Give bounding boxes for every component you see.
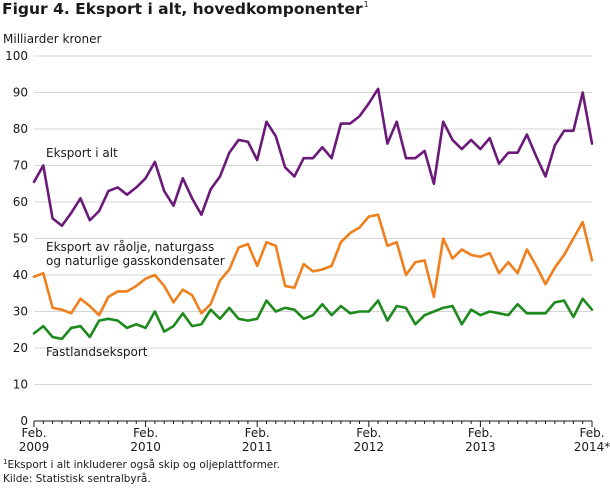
x-tick-label-0: Feb. 2009 <box>19 426 50 454</box>
footnote-text: Eksport i alt inkluderer også skip og ol… <box>7 459 280 471</box>
chart-title: Figur 4. Eksport i alt, hovedkomponenter… <box>2 0 369 18</box>
chart-title-text: Figur 4. Eksport i alt, hovedkomponenter <box>2 0 363 18</box>
y-tick-label-70: 70 <box>13 159 28 173</box>
source-note: Kilde: Statistisk sentralbyrå. <box>3 473 151 485</box>
series-label-mainland-export: Fastlandseksport <box>46 345 148 359</box>
series-labels: Eksport i alt Eksport av råolje, naturgas… <box>46 146 225 359</box>
y-tick-label-50: 50 <box>13 232 28 246</box>
y-tick-label-60: 60 <box>13 195 28 209</box>
y-tick-label-0: 0 <box>20 414 28 428</box>
series-label-total-export: Eksport i alt <box>46 146 118 160</box>
x-tick-label-5: Feb. 2014* <box>574 426 610 454</box>
x-tick-label-2: Feb. 2011 <box>242 426 273 454</box>
y-tick-label-90: 90 <box>13 86 28 100</box>
footnote-mark: 1 <box>3 458 8 466</box>
y-tick-label-30: 30 <box>13 305 28 319</box>
x-tick-label-1: Feb. 2010 <box>130 426 161 454</box>
series-line-mainland-export <box>32 297 594 341</box>
gridlines <box>34 55 592 385</box>
y-tick-label-10: 10 <box>13 378 28 392</box>
x-tick-label-3: Feb. 2012 <box>354 426 385 454</box>
y-axis-label: Milliarder kroner <box>3 32 102 46</box>
series-label-crude-oil-gas-export: Eksport av råolje, naturgass og naturlige… <box>46 240 225 268</box>
x-tick-label-4: Feb. 2013 <box>465 426 496 454</box>
footnote: 1Eksport i alt inkluderer også skip og o… <box>3 458 280 471</box>
series-lines <box>32 87 594 341</box>
title-footnote-mark: 1 <box>363 0 369 9</box>
series-line-crude-oil-gas-export <box>32 213 594 317</box>
y-tick-label-100: 100 <box>5 49 28 63</box>
series-line-total-export <box>32 87 594 228</box>
axes: 0 10 20 30 40 50 60 70 80 90 100 Feb. 2009 Feb. 2010 Fe… <box>5 49 610 454</box>
y-tick-label-40: 40 <box>13 268 28 282</box>
y-tick-label-80: 80 <box>13 122 28 136</box>
y-tick-label-20: 20 <box>13 341 28 355</box>
